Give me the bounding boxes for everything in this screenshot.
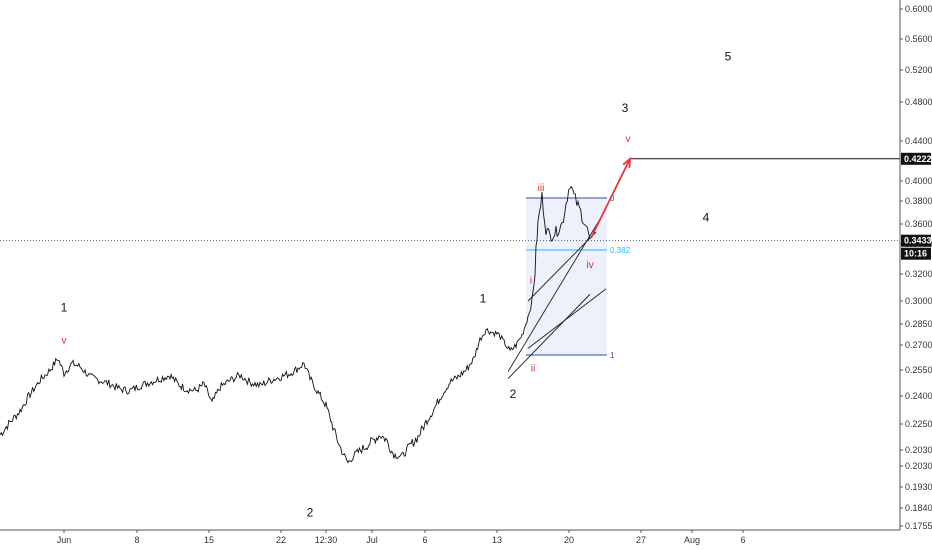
countdown-tag: 10:16: [904, 249, 927, 259]
target-price-tag: 0.4222: [904, 154, 932, 164]
price-tick-label: 0.2850: [905, 319, 932, 329]
wave-label: 3: [622, 101, 629, 115]
price-tick-label: 0.2250: [905, 419, 932, 429]
time-tick-label: 12:30: [315, 535, 338, 545]
time-tick-label: Jul: [366, 535, 378, 545]
price-tick-label: 0.1930: [905, 482, 932, 492]
price-tick-label: 0.2030: [905, 445, 932, 455]
time-tick-label: 22: [276, 535, 286, 545]
price-tick-label: 0.4400: [905, 136, 932, 146]
channel-line: [527, 288, 607, 349]
channel-line: [507, 293, 591, 379]
price-tick-label: 0.6000: [905, 4, 932, 14]
wave-label: 5: [725, 50, 732, 64]
price-tick-label: 0.4000: [905, 176, 932, 186]
price-tick-label: 0.3800: [905, 196, 932, 206]
price-axis[interactable]: 0.6000 0.5600 0.5200 0.4800 0.4400 0.4000 0.38…: [899, 0, 932, 531]
time-tick-label: 8: [134, 535, 139, 545]
time-axis-background: [0, 530, 932, 550]
projection-arrow: [590, 156, 632, 239]
time-tick-label: 20: [564, 535, 574, 545]
projection-line: [590, 158, 631, 239]
price-tick-label: 0.3000: [905, 296, 932, 306]
price-tick-label: 0.2700: [905, 340, 932, 350]
wave-label: 2: [307, 505, 314, 519]
time-tick-label: 6: [740, 535, 745, 545]
price-tick-label: 0.2400: [905, 391, 932, 401]
price-series: [0, 185, 591, 464]
fib-level-label: 1: [610, 351, 615, 360]
wave-label: 1: [61, 301, 68, 315]
time-tick-label: Aug: [684, 535, 700, 545]
subwave-label: v: [626, 134, 631, 145]
wave-label: 4: [703, 211, 710, 225]
price-line: [0, 185, 591, 464]
time-tick-label: 27: [636, 535, 646, 545]
wave-label: 1: [480, 292, 487, 306]
wave-label: 2: [510, 387, 517, 401]
price-tick-label: 0.5600: [905, 34, 932, 44]
projection-arrowhead: [622, 156, 632, 168]
price-tick-label: 0.5200: [905, 65, 932, 75]
current-price-tag: 0.3433: [904, 236, 932, 246]
channel-line: [527, 231, 597, 302]
current-price-tag-bg: [901, 234, 931, 247]
fib-level-label: 0: [610, 194, 615, 203]
time-axis[interactable]: Jun 8 15 22 12:30 Jul 6 13 20 27 Aug 6: [0, 529, 932, 550]
price-tick-label: 0.4800: [905, 97, 932, 107]
price-tick-label: 0.1755: [905, 521, 932, 531]
subwave-label: ii: [531, 364, 535, 375]
subwave-label: iv: [586, 260, 593, 271]
time-tick-label: 15: [204, 535, 214, 545]
subwave-label: iii: [538, 183, 545, 194]
horizontal-lines: [0, 158, 900, 242]
subwave-label: i: [530, 275, 532, 286]
price-tick-label: 0.3600: [905, 219, 932, 229]
price-tags: 0.4222 0.3433 10:16: [901, 152, 932, 260]
fib-zone: [526, 198, 607, 355]
time-tick-label: Jun: [57, 535, 72, 545]
price-tick-label: 0.1840: [905, 503, 932, 513]
fib-level-label: 0.382: [610, 246, 631, 255]
countdown-tag-bg: [901, 247, 931, 260]
time-tick-label: 13: [492, 535, 502, 545]
price-axis-background: [900, 0, 932, 530]
price-tick-label: 0.2030: [905, 461, 932, 471]
fib-retracement: 0 0.382 1: [526, 194, 631, 360]
time-tick-label: 6: [422, 535, 427, 545]
subwave-label: v: [62, 336, 67, 347]
price-tick-label: 0.3200: [905, 269, 932, 279]
target-price-tag-bg: [901, 152, 931, 165]
price-tick-label: 0.2550: [905, 365, 932, 375]
